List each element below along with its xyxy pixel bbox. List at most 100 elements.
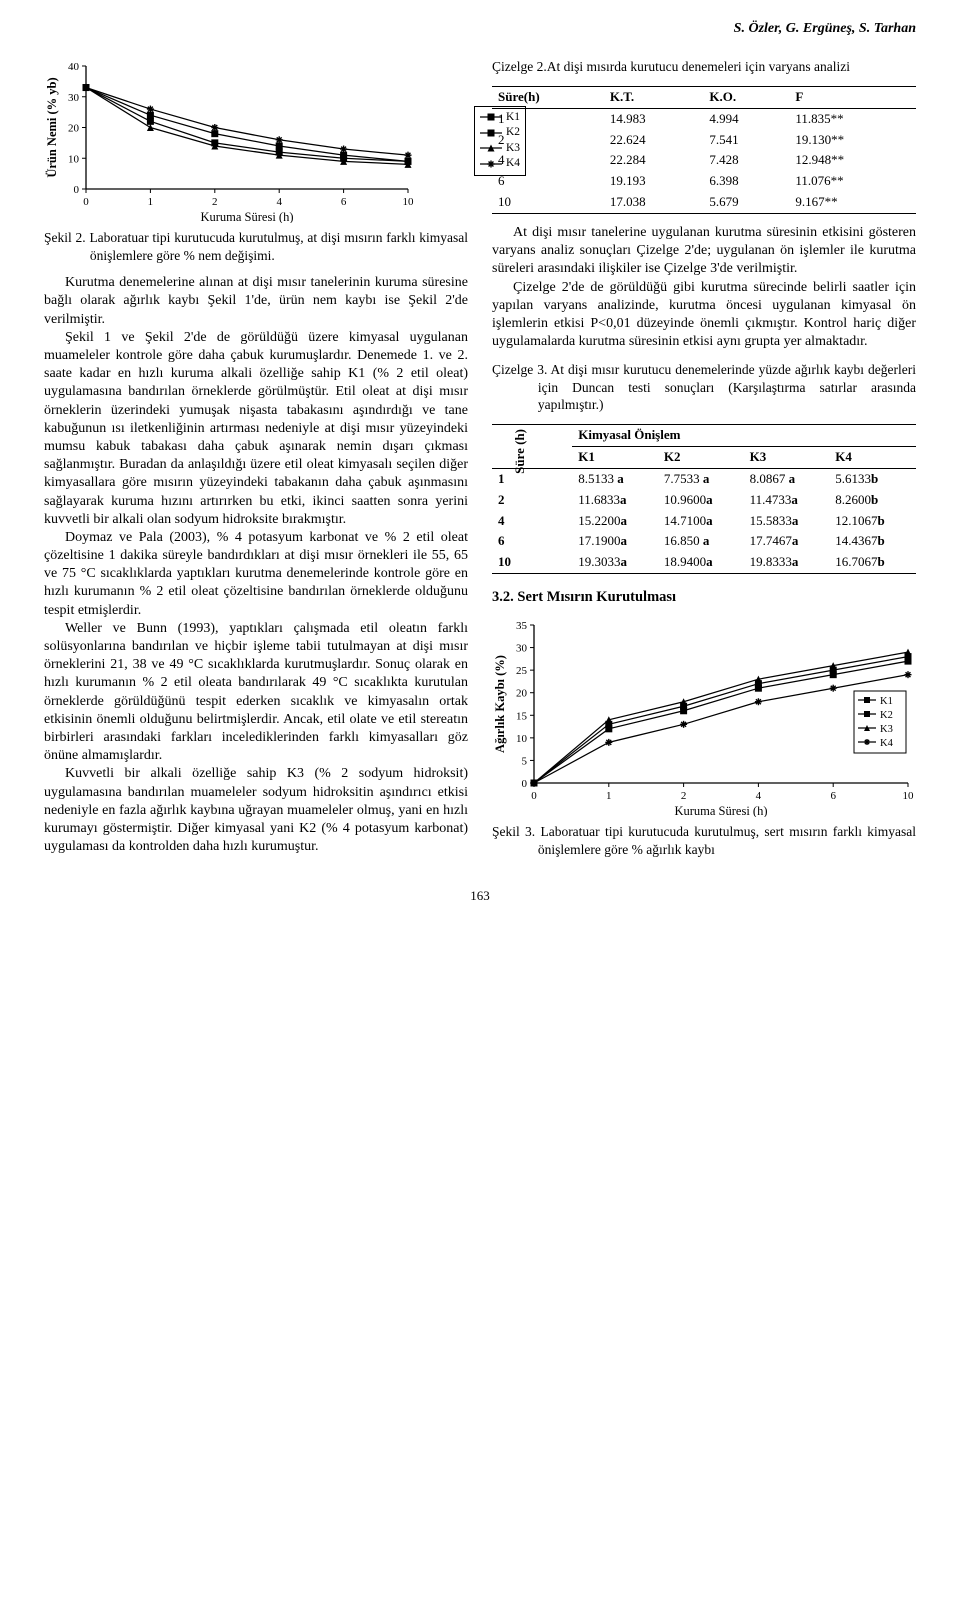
- svg-text:K1: K1: [880, 696, 893, 707]
- svg-text:Ağırlık Kaybı (%): Ağırlık Kaybı (%): [493, 655, 507, 753]
- table-cell: 17.7467a: [744, 531, 830, 552]
- table-cell: 12.1067b: [829, 511, 916, 532]
- table-row: 1019.3033a18.9400a19.8333a16.7067b: [492, 552, 916, 573]
- svg-text:Ürün Nemi (% yb): Ürün Nemi (% yb): [45, 78, 59, 178]
- figure-3-caption: Şekil 3. Laboratuar tipi kurutucuda kuru…: [492, 823, 916, 858]
- table-cell: 9.167**: [789, 192, 916, 213]
- table-row: 617.1900a16.850 a17.7467a14.4367b: [492, 531, 916, 552]
- table-cell: 17.1900a: [572, 531, 658, 552]
- svg-text:1: 1: [148, 196, 154, 208]
- section-heading: 3.2. Sert Mısırın Kurutulması: [492, 588, 916, 607]
- table-row: 415.2200a14.7100a15.5833a12.1067b: [492, 511, 916, 532]
- table-cell: 19.130**: [789, 130, 916, 151]
- table-cell: 5.679: [703, 192, 789, 213]
- body-paragraph: Kuvvetli bir alkali özelliğe sahip K3 (%…: [44, 765, 468, 856]
- page-number: 163: [44, 888, 916, 905]
- running-head: S. Özler, G. Ergüneş, S. Tarhan: [44, 20, 916, 38]
- svg-text:20: 20: [516, 688, 528, 700]
- table-header-cell: K.O.: [703, 86, 789, 108]
- table-cell: 22.624: [604, 130, 704, 151]
- svg-text:30: 30: [68, 92, 80, 104]
- body-paragraph: Şekil 1 ve Şekil 2'de de görüldüğü üzere…: [44, 329, 468, 529]
- table-header-cell: F: [789, 86, 916, 108]
- body-paragraph: At dişi mısır tanelerine uygulanan kurut…: [492, 224, 916, 279]
- table-cell: 16.7067b: [829, 552, 916, 573]
- table-row: 211.6833a10.9600a11.4733a8.2600b: [492, 490, 916, 511]
- table-header-cell: K1: [572, 446, 658, 468]
- table-cell: 4: [492, 150, 604, 171]
- svg-text:10: 10: [68, 153, 80, 165]
- svg-text:0: 0: [74, 184, 80, 196]
- table-3-caption: Çizelge 3. At dişi mısır kurutucu deneme…: [492, 361, 916, 414]
- body-paragraph: Doymaz ve Pala (2003), % 4 potasyum karb…: [44, 529, 468, 620]
- table-cell: 4.994: [703, 108, 789, 129]
- table-cell: 11.4733a: [744, 490, 830, 511]
- left-column: 010203040Ürün Nemi (% yb)0124610Kuruma S…: [44, 58, 468, 868]
- svg-text:35: 35: [516, 620, 528, 632]
- table-cell: 7.541: [703, 130, 789, 151]
- table-cell: 11.835**: [789, 108, 916, 129]
- table-cell: 8.5133 a: [572, 468, 658, 489]
- data-table: Süre (h) Kimyasal Önişlem K1K2K3K418.513…: [492, 424, 916, 574]
- table-cell: 18.9400a: [658, 552, 744, 573]
- svg-text:4: 4: [756, 790, 762, 802]
- svg-text:6: 6: [830, 790, 836, 802]
- table-cell: 8.0867 a: [744, 468, 830, 489]
- table-cell: 14.983: [604, 108, 704, 129]
- svg-text:30: 30: [516, 643, 528, 655]
- figure-2: 010203040Ürün Nemi (% yb)0124610Kuruma S…: [44, 58, 468, 223]
- svg-text:5: 5: [522, 756, 528, 768]
- table-row: 222.6247.54119.130**: [492, 130, 916, 151]
- table-cell: 15.5833a: [744, 511, 830, 532]
- svg-text:0: 0: [83, 196, 89, 208]
- svg-text:K4: K4: [880, 738, 894, 749]
- table-cell: 19.193: [604, 171, 704, 192]
- table-2: Süre(h)K.T.K.O.F114.9834.99411.835**222.…: [492, 86, 916, 214]
- table-cell: 15.2200a: [572, 511, 658, 532]
- table-header-cell: K.T.: [604, 86, 704, 108]
- table-cell: 6.398: [703, 171, 789, 192]
- table-row: 18.5133 a7.7533 a8.0867 a5.6133b: [492, 468, 916, 489]
- table-row: 1017.0385.6799.167**: [492, 192, 916, 213]
- table-cell: 19.8333a: [744, 552, 830, 573]
- table-header-cell: K3: [744, 446, 830, 468]
- svg-text:Kuruma Süresi (h): Kuruma Süresi (h): [674, 804, 767, 817]
- table-cell: 14.4367b: [829, 531, 916, 552]
- table-cell: 17.038: [604, 192, 704, 213]
- table-cell: 4: [492, 511, 572, 532]
- table-cell: 12.948**: [789, 150, 916, 171]
- table-header-cell: K4: [829, 446, 916, 468]
- svg-text:20: 20: [68, 123, 80, 135]
- table-3: Süre (h) Kimyasal Önişlem K1K2K3K418.513…: [492, 424, 916, 574]
- table-cell: 16.850 a: [658, 531, 744, 552]
- table-cell: 2: [492, 130, 604, 151]
- table-cell: 5.6133b: [829, 468, 916, 489]
- svg-text:10: 10: [516, 733, 528, 745]
- table-cell: 1: [492, 468, 572, 489]
- svg-text:2: 2: [212, 196, 218, 208]
- body-paragraph: Çizelge 2'de de görüldüğü gibi kurutma s…: [492, 279, 916, 352]
- table-header-cell: K2: [658, 446, 744, 468]
- svg-text:K2: K2: [880, 710, 893, 721]
- table-2-caption: Çizelge 2.At dişi mısırda kurutucu denem…: [492, 58, 916, 76]
- body-paragraph: Kurutma denemelerine alınan at dişi mısı…: [44, 274, 468, 329]
- svg-text:2: 2: [681, 790, 687, 802]
- svg-text:K3: K3: [880, 724, 893, 735]
- svg-text:0: 0: [522, 778, 528, 790]
- svg-text:10: 10: [403, 196, 415, 208]
- table-cell: 1: [492, 108, 604, 129]
- table-cell: 7.428: [703, 150, 789, 171]
- svg-text:6: 6: [341, 196, 347, 208]
- table-cell: 11.076**: [789, 171, 916, 192]
- svg-text:15: 15: [516, 710, 528, 722]
- table-cell: 19.3033a: [572, 552, 658, 573]
- table-cell: 10: [492, 552, 572, 573]
- table-cell: 6: [492, 531, 572, 552]
- figure-3: 05101520253035Ağırlık Kaybı (%)0124610Ku…: [492, 617, 916, 817]
- table-row: 422.2847.42812.948**: [492, 150, 916, 171]
- table-cell: 10.9600a: [658, 490, 744, 511]
- table-cell: 6: [492, 171, 604, 192]
- table-cell: 14.7100a: [658, 511, 744, 532]
- table-row: 619.1936.39811.076**: [492, 171, 916, 192]
- data-table: Süre(h)K.T.K.O.F114.9834.99411.835**222.…: [492, 86, 916, 214]
